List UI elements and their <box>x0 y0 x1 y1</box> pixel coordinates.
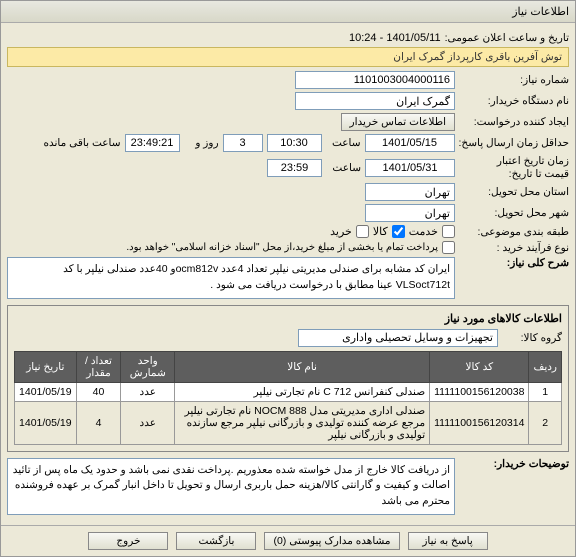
buyer-label: نام دستگاه خریدار: <box>459 95 569 107</box>
del-city-input[interactable] <box>365 204 455 222</box>
time-label-1: ساعت <box>326 137 361 149</box>
contact-button[interactable]: اطلاعات تماس خریدار <box>341 113 455 131</box>
cb-buy[interactable] <box>356 225 369 238</box>
col-code: کد کالا <box>430 351 529 382</box>
col-unit: واحد شمارش <box>121 351 175 382</box>
announce-label: تاریخ و ساعت اعلان عمومی: <box>445 32 569 44</box>
cell-name: صندلی اداری مدیریتی مدل NOCM 888 نام تجا… <box>175 401 430 444</box>
cell-unit: عدد <box>121 382 175 401</box>
col-name: نام کالا <box>175 351 430 382</box>
footer: پاسخ به نیاز مشاهده مدارک پیوستی (0) باز… <box>1 525 575 556</box>
req-city-input[interactable] <box>365 183 455 201</box>
exit-button[interactable]: خروج <box>88 532 168 550</box>
del-city-label: شهر محل تحویل: <box>459 207 569 219</box>
col-date: تاریخ نیاز <box>15 351 77 382</box>
req-city-label: استان محل تحویل: <box>459 186 569 198</box>
banner-text: توش آفرین باقری کارپرداز گمرک ایران <box>393 51 562 63</box>
items-title: اطلاعات کالاهای مورد نیاز <box>14 312 562 325</box>
time-label-2: ساعت <box>326 162 361 174</box>
notes-box: از دریافت کالا خارج از مدل خواسته شده مع… <box>7 458 455 515</box>
validity-time[interactable] <box>267 159 322 177</box>
deadline-label: حداقل زمان ارسال پاسخ: <box>459 137 569 149</box>
desc-label: شرح کلی نیاز: <box>459 257 569 269</box>
group-label: گروه کالا: <box>502 332 562 344</box>
col-qty: تعداد / مقدار <box>76 351 121 382</box>
request-no-label: شماره نیاز: <box>459 74 569 86</box>
items-section: اطلاعات کالاهای مورد نیاز گروه کالا: ردی… <box>7 305 569 452</box>
cell-row: 2 <box>529 401 562 444</box>
opt-goods: کالا <box>373 225 388 238</box>
items-table: ردیف کد کالا نام کالا واحد شمارش تعداد /… <box>14 351 562 445</box>
countdown <box>125 134 180 152</box>
notes-label: توضیحات خریدار: <box>459 458 569 470</box>
process-label: نوع فرآیند خرید : <box>459 242 569 254</box>
buyer-input[interactable] <box>295 92 455 110</box>
cell-unit: عدد <box>121 401 175 444</box>
table-row[interactable]: 21111100156120314صندلی اداری مدیریتی مدل… <box>15 401 562 444</box>
back-button[interactable]: بازگشت <box>176 532 256 550</box>
group-input[interactable] <box>298 329 498 347</box>
cell-name: صندلی کنفرانس C 712 نام تجارتی نیلپر <box>175 382 430 401</box>
attach-button[interactable]: مشاهده مدارک پیوستی (0) <box>264 532 399 550</box>
cell-code: 1111100156120038 <box>430 382 529 401</box>
cb-service[interactable] <box>442 225 455 238</box>
category-label: طبقه بندی موضوعی: <box>459 226 569 238</box>
announce-value: 1401/05/11 - 10:24 <box>349 32 441 44</box>
deadline-days[interactable] <box>223 134 263 152</box>
payment-note: پرداخت تمام یا بخشی از مبلغ خرید،از محل … <box>126 242 438 253</box>
col-row: ردیف <box>529 351 562 382</box>
validity-date[interactable] <box>365 159 455 177</box>
opt-service: خدمت <box>409 225 438 238</box>
title-bar: اطلاعات نیاز <box>1 1 575 23</box>
cell-date: 1401/05/19 <box>15 401 77 444</box>
request-no-input[interactable] <box>295 71 455 89</box>
desc-box: ایران کد مشابه برای صندلی مدیریتی نیلپر … <box>7 257 455 299</box>
cell-row: 1 <box>529 382 562 401</box>
validity-label: زمان تاریخ اعتبار قیمت تا تاریخ: <box>459 155 569 180</box>
deadline-date[interactable] <box>365 134 455 152</box>
banner: توش آفرین باقری کارپرداز گمرک ایران <box>7 47 569 67</box>
cell-date: 1401/05/19 <box>15 382 77 401</box>
cb-goods[interactable] <box>392 225 405 238</box>
cell-qty: 4 <box>76 401 121 444</box>
window-title: اطلاعات نیاز <box>512 5 569 18</box>
opt-buy: خرید <box>330 225 352 238</box>
creator-label: ایجاد کننده درخواست: <box>459 116 569 128</box>
deadline-time[interactable] <box>267 134 322 152</box>
table-row[interactable]: 11111100156120038صندلی کنفرانس C 712 نام… <box>15 382 562 401</box>
cell-qty: 40 <box>76 382 121 401</box>
days-unit: روز و <box>184 137 219 149</box>
cell-code: 1111100156120314 <box>430 401 529 444</box>
remain-label: ساعت باقی مانده <box>43 137 120 149</box>
cb-process[interactable] <box>442 241 455 254</box>
respond-button[interactable]: پاسخ به نیاز <box>408 532 488 550</box>
